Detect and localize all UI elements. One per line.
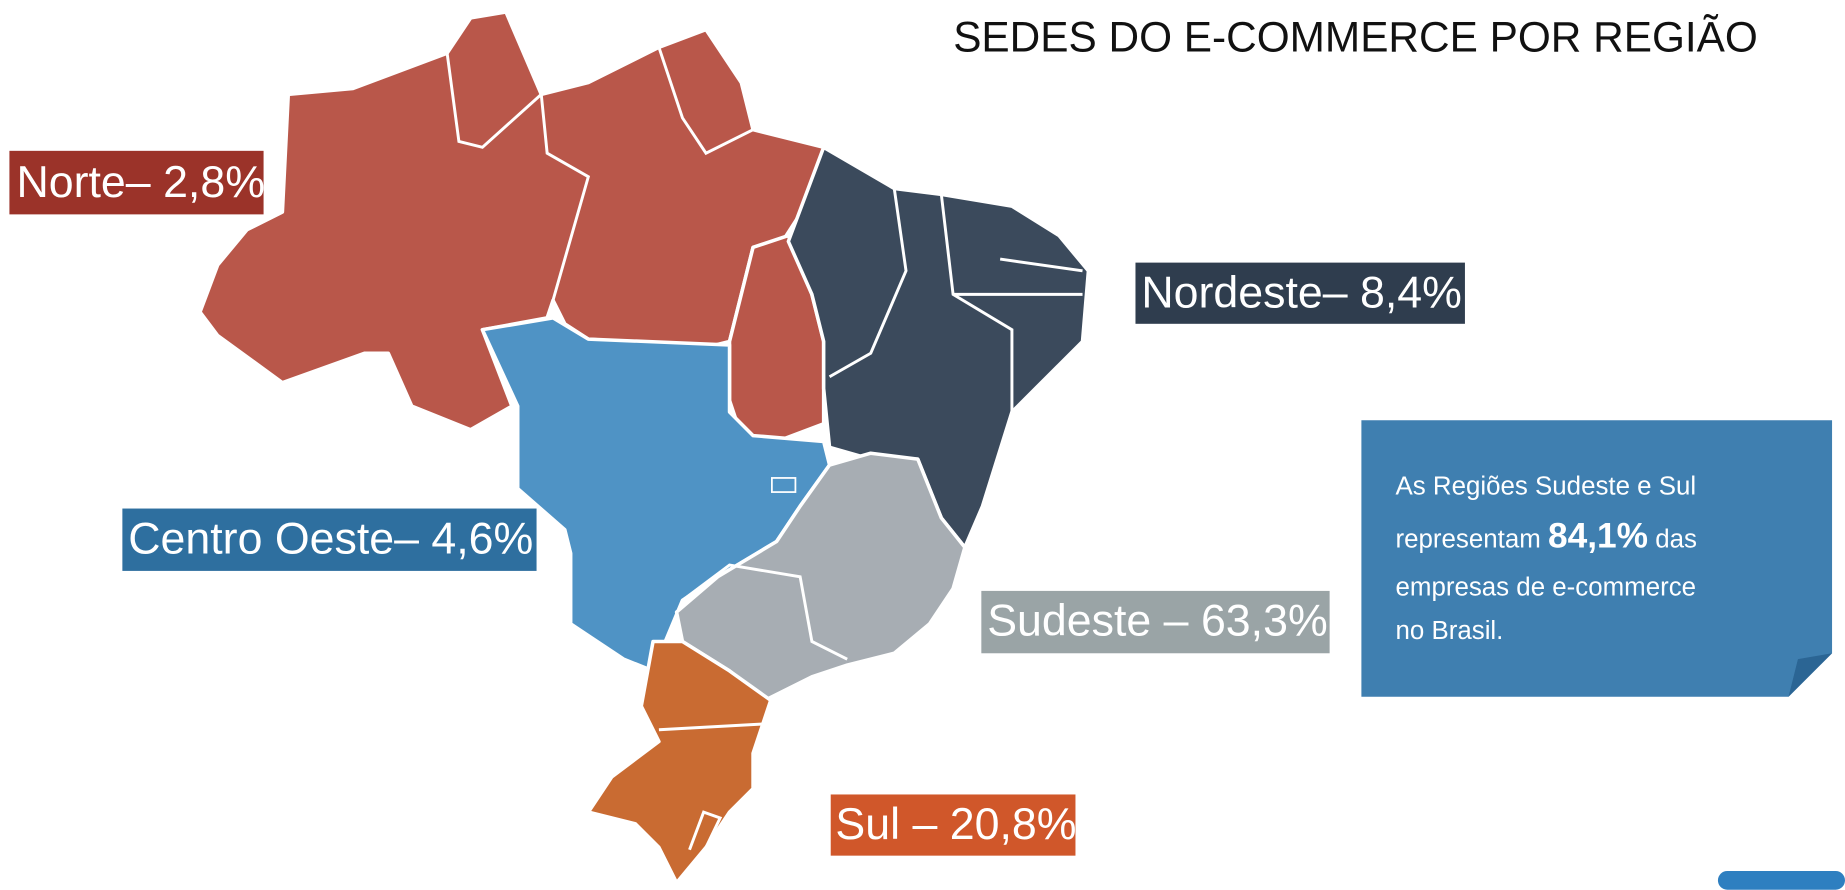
note-fold bbox=[1788, 653, 1833, 697]
note-text: empresas de e-commerce bbox=[1396, 574, 1697, 602]
region-label: Sul – 20,8% bbox=[835, 800, 1076, 849]
note-text: no Brasil. bbox=[1396, 617, 1504, 645]
label-box bbox=[830, 794, 1076, 856]
map bbox=[198, 10, 1091, 885]
note-background bbox=[1361, 420, 1833, 697]
label-box bbox=[1135, 262, 1465, 324]
region-sudeste bbox=[674, 451, 967, 703]
region-label: Sudeste – 63,3% bbox=[987, 597, 1328, 646]
title: SEDES DO E-COMMERCE POR REGIÃO bbox=[953, 13, 1758, 60]
state-borders bbox=[445, 46, 1083, 851]
region-sul bbox=[586, 639, 773, 885]
region-label: Centro Oeste– 4,6% bbox=[128, 514, 533, 563]
corner-button bbox=[1717, 870, 1845, 890]
note-highlight: 84,1% bbox=[1548, 516, 1648, 555]
note-text: representam 84,1% das bbox=[1396, 516, 1697, 555]
note-text: As Regiões Sudeste e Sul bbox=[1396, 472, 1697, 500]
note-card: As Regiões Sudeste e Sul representam 84,… bbox=[1361, 420, 1833, 697]
region-nordeste bbox=[786, 145, 1091, 550]
label-box bbox=[981, 590, 1330, 654]
region-label: Nordeste– 8,4% bbox=[1141, 268, 1462, 317]
note-text: representam bbox=[1396, 525, 1541, 553]
region-label: Norte– 2,8% bbox=[16, 158, 265, 207]
labels: Norte– 2,8% Nordeste– 8,4% Centro Oeste–… bbox=[9, 150, 1465, 856]
note-text: das bbox=[1655, 525, 1697, 553]
distrito-federal bbox=[771, 477, 797, 493]
label-box bbox=[122, 508, 537, 571]
label-box bbox=[9, 150, 264, 215]
